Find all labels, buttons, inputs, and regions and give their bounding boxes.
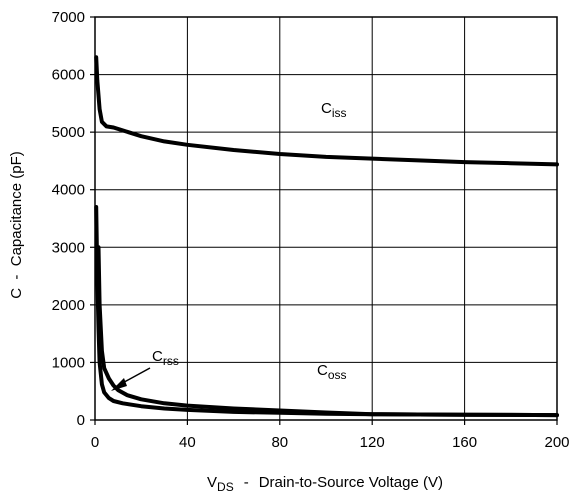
y-tick-label: 4000 bbox=[52, 182, 85, 199]
series-ciss-line bbox=[94, 55, 559, 167]
x-axis-label: VDS - Drain-to-Source Voltage (V) bbox=[207, 474, 443, 494]
x-tick-label: 80 bbox=[271, 434, 288, 451]
plot-border bbox=[94, 16, 558, 421]
y-tick-label: 1000 bbox=[52, 354, 85, 371]
coss-label-sub: oss bbox=[328, 368, 347, 382]
curve-labels: Ciss Crss Coss bbox=[111, 100, 347, 391]
tick-labels: 0 40 80 120 160 20001000200030004000500060007… bbox=[52, 9, 570, 451]
ciss-label: Ciss bbox=[321, 100, 347, 120]
x-axis-label-text: Drain-to-Source Voltage (V) bbox=[259, 474, 443, 491]
x-tick-label: 160 bbox=[452, 434, 477, 451]
x-tick-label: 120 bbox=[360, 434, 385, 451]
crss-label: Crss bbox=[152, 348, 179, 368]
coss-label: Coss bbox=[317, 362, 347, 382]
x-axis-label-main: V bbox=[207, 474, 217, 491]
y-tick-label: 5000 bbox=[52, 124, 85, 141]
crss-label-sub: rss bbox=[163, 354, 179, 368]
y-tick-label: 3000 bbox=[52, 239, 85, 256]
crss-label-main: C bbox=[152, 348, 163, 365]
ciss-label-sub: iss bbox=[332, 106, 347, 120]
series-coss-line bbox=[94, 205, 559, 418]
y-tick-label: 0 bbox=[77, 412, 85, 429]
y-axis-label: C - Capacitance (pF) bbox=[8, 151, 25, 299]
y-tick-label: 7000 bbox=[52, 9, 85, 26]
x-tick-label: 200 bbox=[544, 434, 569, 451]
plot-frame bbox=[90, 16, 558, 425]
x-axis-label-sub: DS bbox=[217, 480, 234, 494]
x-tick-label: 0 bbox=[91, 434, 99, 451]
coss-label-main: C bbox=[317, 362, 328, 379]
ciss-label-main: C bbox=[321, 100, 332, 117]
x-axis-label-sep: - bbox=[244, 474, 249, 491]
grid bbox=[95, 17, 557, 420]
crss-arrow-head bbox=[111, 378, 127, 391]
curves bbox=[94, 55, 559, 418]
y-tick-label: 6000 bbox=[52, 67, 85, 84]
series-crss-line bbox=[96, 245, 559, 418]
x-tick-label: 40 bbox=[179, 434, 196, 451]
y-tick-label: 2000 bbox=[52, 297, 85, 314]
